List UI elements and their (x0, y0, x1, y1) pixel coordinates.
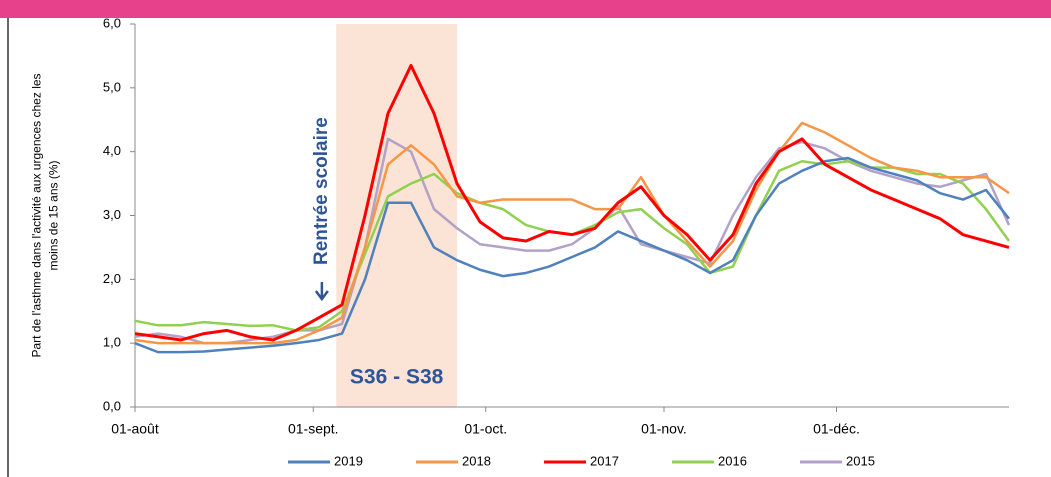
legend-label: 2018 (462, 453, 491, 468)
y-tick-label: 1,0 (103, 335, 121, 350)
annotation: Rentrée scolaire (311, 117, 332, 265)
legend-label: 2017 (590, 453, 619, 468)
series-line (134, 156, 1010, 354)
top-band (0, 0, 1051, 18)
y-axis-label-line: Part de l'asthme dans l'activité aux urg… (30, 73, 44, 357)
y-tick-label: 4,0 (103, 143, 121, 158)
annotation-arrowhead (314, 290, 329, 302)
x-tick-label: 01-oct. (464, 421, 507, 437)
series-line (134, 137, 1011, 345)
y-tick-label: 6,0 (103, 15, 121, 30)
y-axis-label-line: moins de 15 ans (%) (47, 160, 61, 270)
x-tick-label: 01-déc. (813, 421, 860, 437)
x-tick-label: 01-août (111, 421, 159, 437)
y-tick-label: 3,0 (103, 207, 121, 222)
shade-region (336, 24, 457, 407)
y-tick-label: 5,0 (103, 79, 121, 94)
x-tick-label: 01-nov. (641, 421, 687, 437)
y-tick-label: 2,0 (103, 271, 121, 286)
series-line (134, 63, 1010, 342)
legend-label: 2015 (846, 453, 875, 468)
series-line (134, 159, 1011, 332)
legend-label: 2019 (334, 453, 363, 468)
series-line (134, 121, 1010, 345)
shade-label: S36 - S38 (350, 366, 444, 389)
x-tick-label: 01-sept. (288, 421, 339, 437)
y-tick-label: 0,0 (103, 398, 121, 413)
legend-label: 2016 (718, 453, 747, 468)
y-axis-label: Part de l'asthme dans l'activité aux urg… (30, 73, 61, 357)
